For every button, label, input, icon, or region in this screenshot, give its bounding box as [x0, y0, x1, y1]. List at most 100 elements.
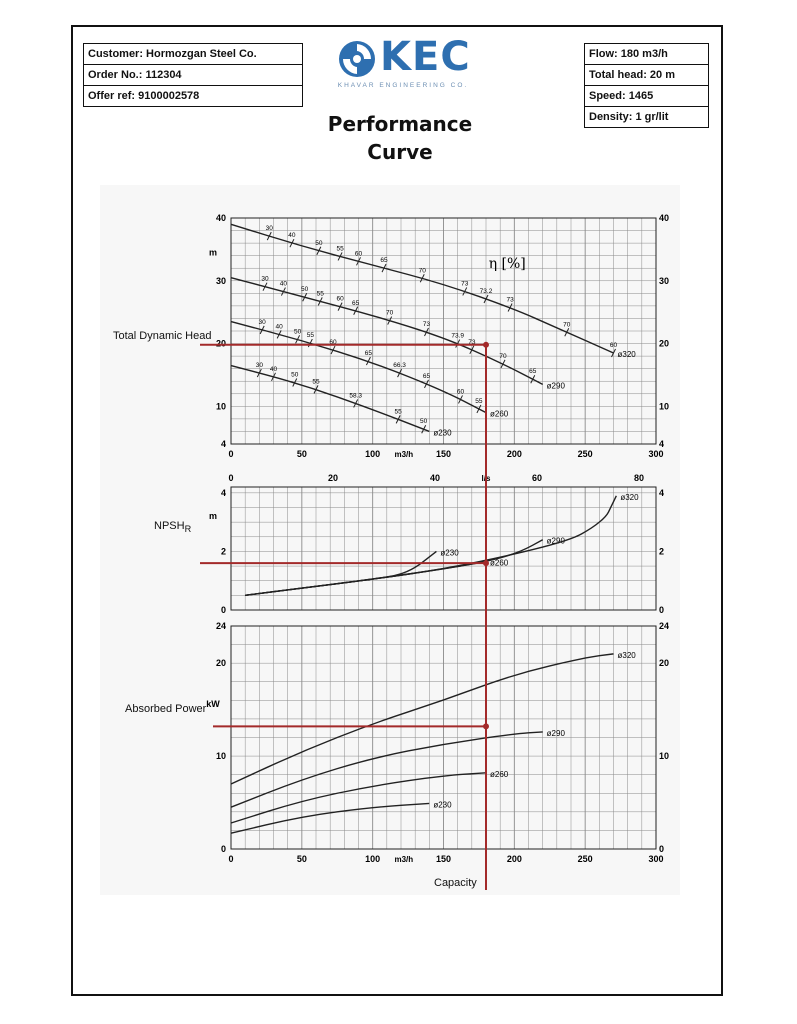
y-tick-label: 10 [216, 401, 226, 411]
unit-label: m [209, 511, 217, 521]
series-curve-ø290 [230, 731, 543, 808]
y-tick-label: 0 [221, 844, 226, 854]
logo-subtitle: KHAVAR ENGINEERING CO. [337, 82, 469, 89]
swirl-logo-icon [339, 41, 375, 77]
efficiency-value: 55 [317, 290, 325, 297]
y-tick-label: 4 [221, 439, 226, 449]
efficiency-tick [353, 306, 359, 316]
y-tick-label-right: 4 [659, 439, 664, 449]
y-tick-label: 2 [221, 546, 226, 556]
efficiency-value: 60 [355, 250, 363, 257]
efficiency-tick [259, 325, 265, 335]
y-tick-label-right: 20 [659, 339, 669, 349]
tdh-axis-label: Total Dynamic Head [113, 330, 212, 342]
y-tick-label-right: 4 [659, 488, 664, 498]
y-tick-label-right: 10 [659, 751, 669, 761]
efficiency-tick [256, 368, 262, 378]
efficiency-tick [469, 345, 475, 355]
y-tick-label-right: 0 [659, 844, 664, 854]
y-tick-label: 20 [216, 339, 226, 349]
efficiency-value: 55 [336, 245, 344, 252]
x-tick-label: 0 [228, 854, 233, 864]
efficiency-tick [271, 372, 276, 382]
efficiency-value: 60 [336, 296, 344, 303]
series-label: ø320 [620, 493, 639, 502]
x-tick-label: 50 [297, 854, 307, 864]
efficiency-value: 55 [307, 332, 315, 339]
efficiency-value: 65 [529, 368, 537, 375]
duty-point-table: Flow: 180 m3/h Total head: 20 m Speed: 1… [584, 43, 709, 128]
operating-point-marker [483, 723, 489, 730]
efficiency-value: 65 [380, 257, 388, 264]
efficiency-value: 40 [270, 366, 278, 373]
x-tick-label: 150 [436, 854, 451, 864]
y-tick-label: 20 [216, 658, 226, 668]
efficiency-tick [353, 399, 359, 408]
efficiency-value: 73 [461, 280, 469, 287]
efficiency-value: 50 [301, 286, 309, 293]
efficiency-tick [611, 348, 616, 358]
efficiency-value: 55 [395, 408, 403, 415]
efficiency-value: 50 [315, 240, 323, 247]
series-label: ø230 [440, 548, 459, 557]
efficiency-value: 30 [261, 276, 269, 283]
efficiency-value: 60 [610, 342, 618, 349]
x-tick-label: 300 [648, 854, 663, 864]
y-tick-label-right: 0 [659, 605, 664, 615]
title-line-2: Curve [367, 140, 433, 164]
secondary-x-tick-label: 0 [228, 473, 233, 483]
efficiency-value: 66.3 [393, 362, 406, 369]
efficiency-tick [483, 294, 489, 304]
x-tick-label: 100 [365, 854, 380, 864]
y-tick-label-right: 24 [659, 621, 669, 631]
density-field: Density: 1 gr/lit [584, 106, 709, 128]
plot-frame [230, 217, 657, 445]
efficiency-value: 55 [312, 378, 320, 385]
efficiency-tick [302, 293, 308, 302]
efficiency-tick [455, 339, 461, 348]
y-tick-label-right: 30 [659, 276, 669, 286]
efficiency-tick [356, 257, 361, 266]
x-tick-label: 300 [648, 449, 663, 459]
customer-info-table: Customer: Hormozgan Steel Co. Order No.:… [83, 43, 303, 107]
series-curve-ø230 [230, 802, 430, 834]
order-number-field: Order No.: 112304 [83, 64, 303, 86]
operating-point-marker [483, 341, 489, 348]
efficiency-tick [397, 368, 403, 378]
efficiency-value: 65 [365, 350, 373, 357]
power-axis-label: Absorbed Power [125, 703, 207, 715]
x-tick-label: 100 [365, 449, 380, 459]
series-curve-ø290 [230, 276, 543, 385]
series-curve-ø320 [230, 653, 614, 785]
secondary-x-tick-label: 40 [430, 473, 440, 483]
series-label: ø320 [618, 651, 637, 660]
efficiency-tick [500, 359, 506, 369]
unit-label: m [209, 248, 217, 258]
efficiency-tick [458, 395, 463, 404]
unit-label: kW [206, 699, 220, 709]
series-label: ø320 [618, 350, 637, 359]
series-curve-ø230 [245, 550, 437, 597]
efficiency-value: 50 [291, 371, 299, 378]
y-tick-label: 4 [221, 488, 226, 498]
efficiency-value: 65 [352, 300, 360, 307]
chart-background [100, 185, 680, 895]
efficiency-value: 30 [256, 362, 264, 369]
efficiency-tick [266, 231, 272, 241]
efficiency-tick [337, 302, 343, 311]
efficiency-label: η [%] [489, 256, 526, 272]
efficiency-tick [387, 316, 393, 325]
speed-field: Speed: 1465 [584, 85, 709, 107]
efficiency-tick [419, 274, 425, 283]
operating-point-marker [483, 560, 489, 567]
efficiency-value: 70 [419, 267, 427, 274]
series-label: ø290 [547, 729, 566, 738]
efficiency-value: 50 [294, 328, 302, 335]
x-tick-label: 200 [507, 854, 522, 864]
series-curve-ø320 [230, 223, 614, 354]
efficiency-value: 58.3 [349, 392, 362, 399]
efficiency-tick [292, 378, 298, 387]
y-tick-label: 30 [216, 276, 226, 286]
efficiency-value: 30 [259, 319, 267, 326]
efficiency-tick [316, 246, 322, 255]
